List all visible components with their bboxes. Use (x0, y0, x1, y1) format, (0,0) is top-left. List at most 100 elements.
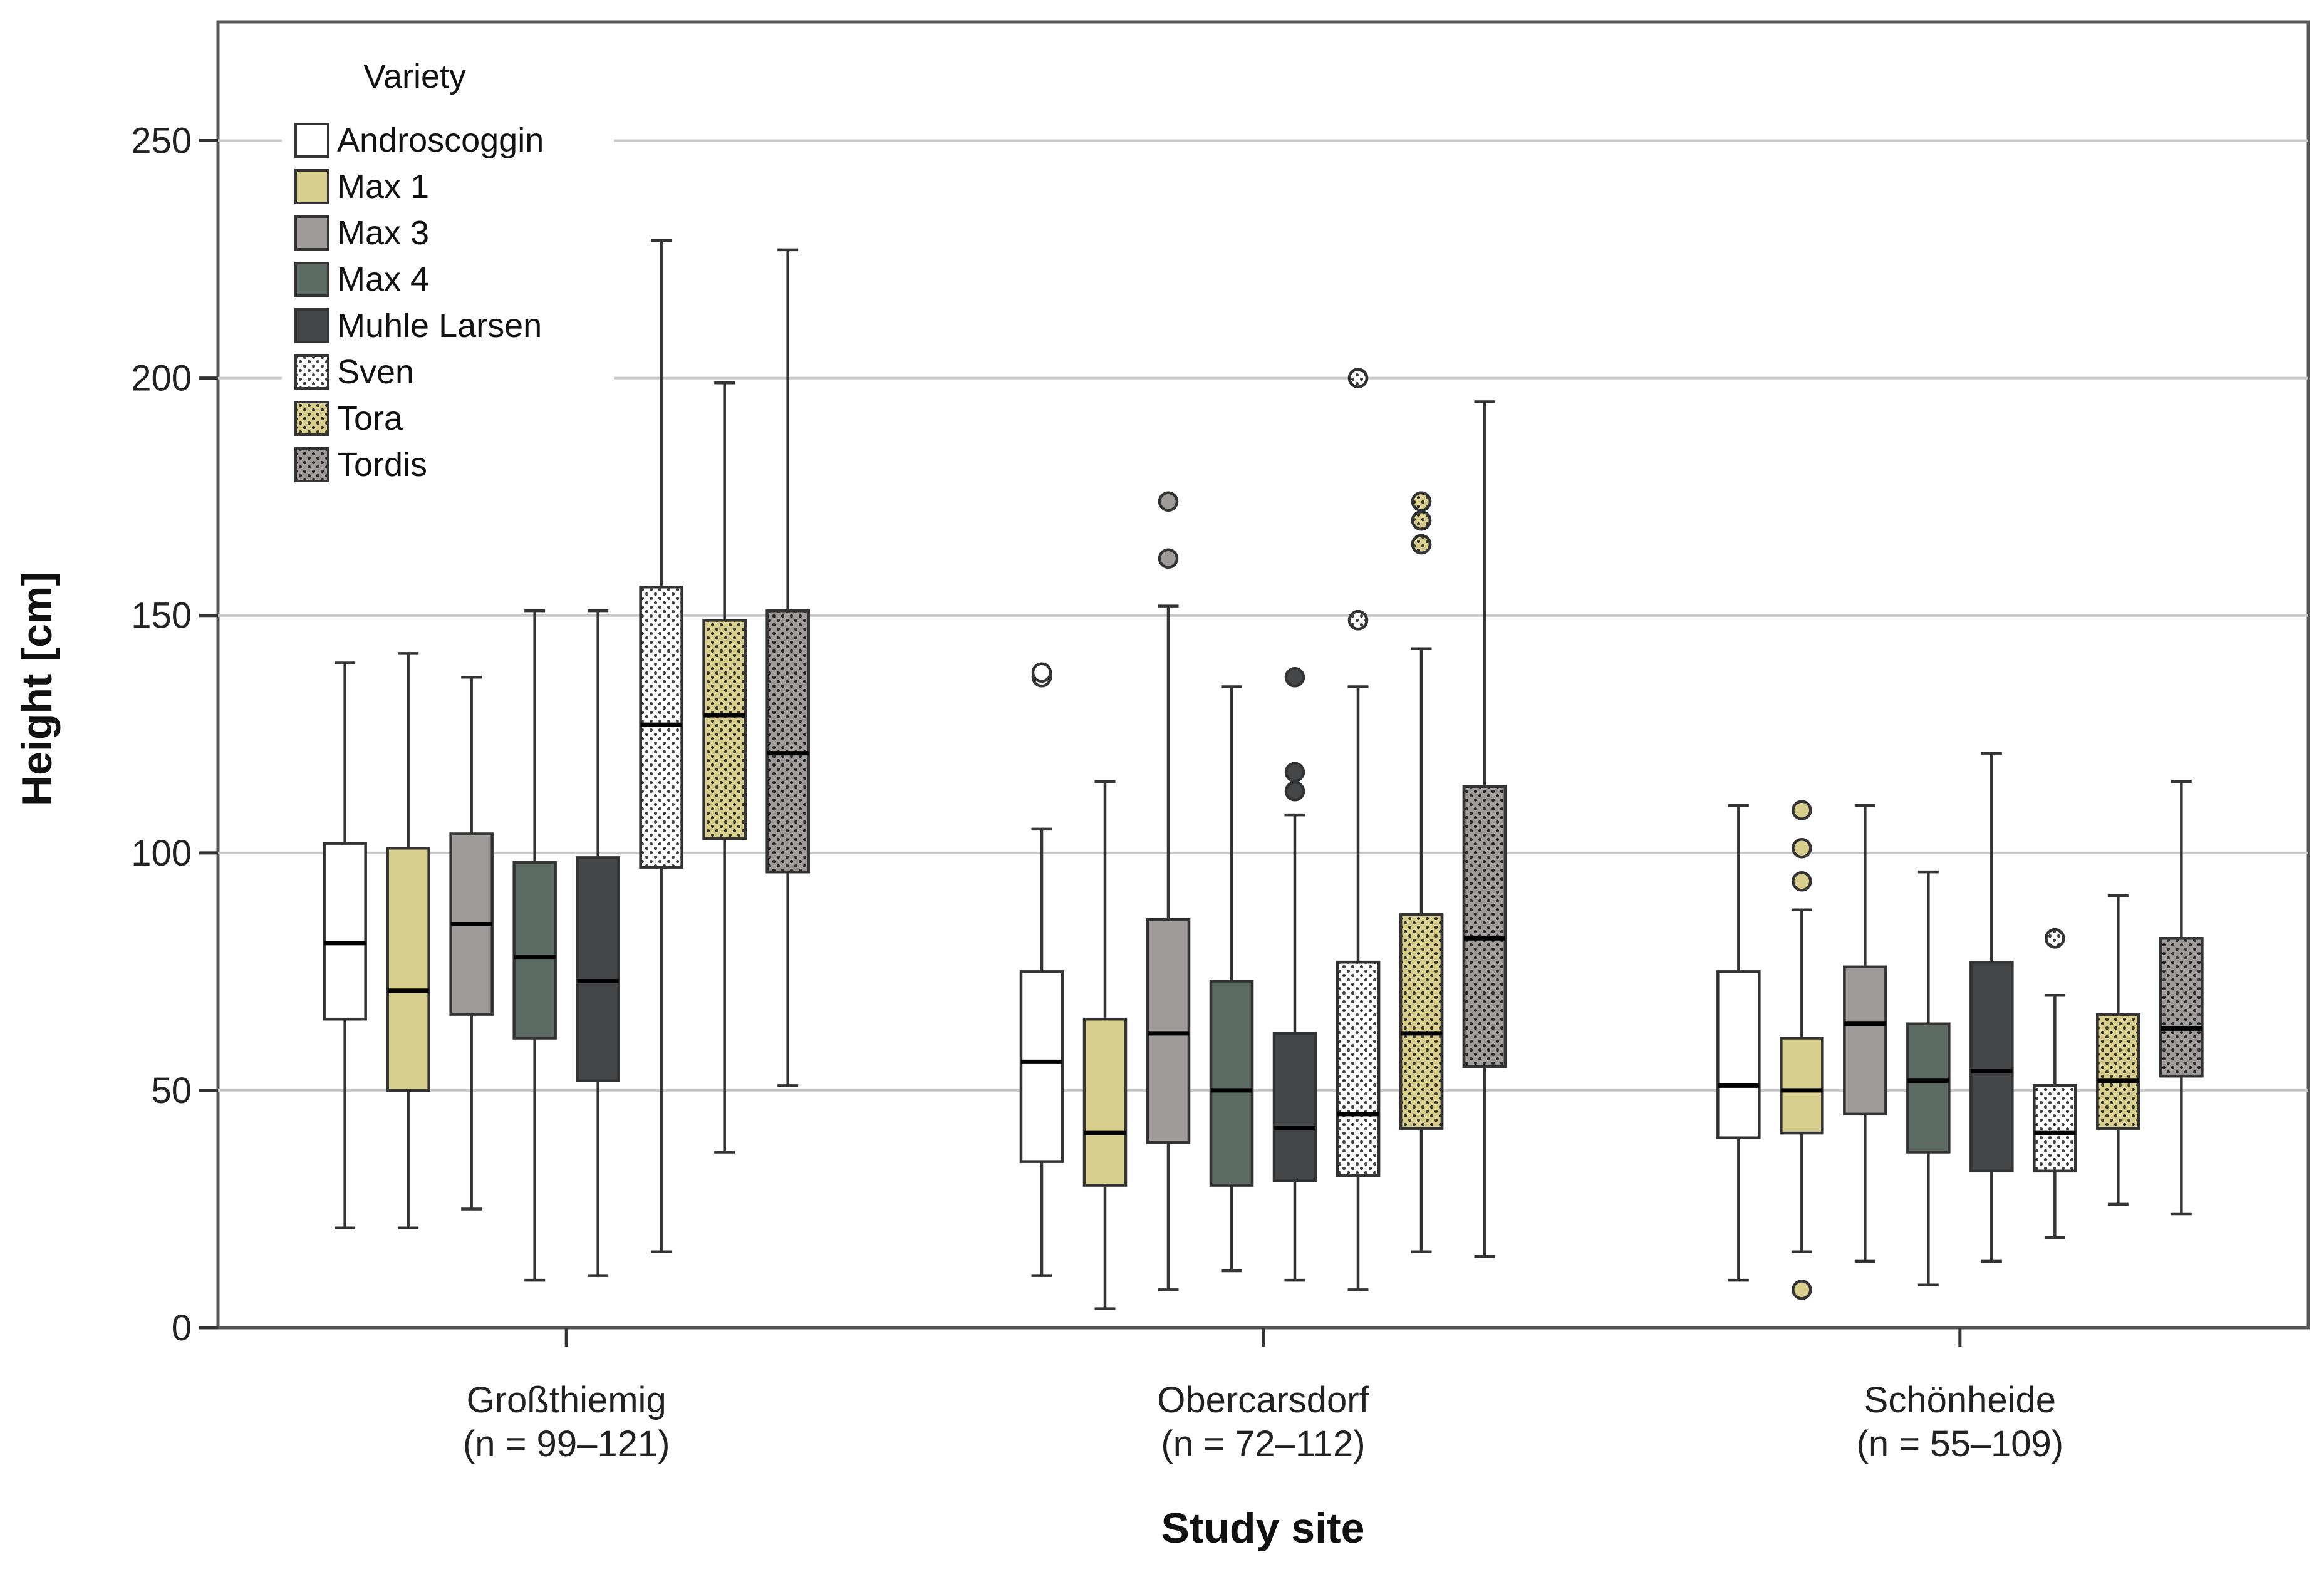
box-muhle-larsen (1969, 752, 2014, 1263)
box-iqr (1209, 980, 1254, 1187)
box-iqr (1716, 970, 1761, 1139)
box-tora (2096, 894, 2140, 1206)
y-tick-label: 250 (131, 121, 192, 162)
box-tordis (765, 248, 810, 1087)
y-tick-label: 200 (131, 358, 192, 399)
legend: Variety Androscoggin Max 1 Max 3 Max 4 Muhle … (282, 44, 614, 495)
box-max-3 (1843, 804, 1887, 1263)
x-category-label: Großthiemig (467, 1380, 667, 1420)
box-iqr-pattern (1399, 913, 1444, 1130)
box-max-4 (1209, 685, 1254, 1273)
y-tick-label: 150 (131, 596, 192, 636)
legend-entry-label: Max 4 (337, 261, 429, 298)
box-iqr (1019, 970, 1064, 1163)
y-axis-title: Height [cm] (13, 572, 61, 806)
legend-swatch (294, 215, 329, 251)
box-iqr (1780, 1037, 1824, 1135)
outlier-point (1284, 667, 1305, 688)
box-androscoggin (323, 661, 367, 1230)
box-androscoggin (1716, 804, 1761, 1282)
box-max-3 (449, 676, 494, 1211)
box-iqr-pattern (2033, 1084, 2077, 1173)
y-tick-label: 100 (131, 833, 192, 874)
legend-swatch (294, 169, 329, 204)
box-max-1 (1780, 800, 1824, 1300)
legend-swatch (294, 308, 329, 343)
box-iqr-pattern (765, 609, 810, 874)
x-category-n-label: (n = 99–121) (463, 1424, 670, 1464)
box-iqr (1843, 965, 1887, 1116)
box-muhle-larsen (576, 609, 620, 1277)
x-category-label: Obercarsdorf (1157, 1380, 1369, 1420)
outlier-point-pattern (1411, 491, 1432, 512)
legend-swatch-pattern (294, 447, 329, 482)
x-category-n-label: (n = 55–109) (1857, 1424, 2064, 1464)
outlier-point (1031, 662, 1052, 683)
x-axis-title: Study site (1161, 1504, 1365, 1552)
x-category-label: Schönheide (1864, 1380, 2056, 1420)
y-axis: 0 50 100 150 200 250 (131, 121, 218, 1348)
outlier-point (1284, 762, 1305, 783)
legend-entry-label: Tora (337, 400, 403, 437)
box-sven (639, 239, 683, 1253)
legend-entry-label: Sven (337, 353, 414, 391)
box-androscoggin (1019, 662, 1064, 1277)
box-iqr (1146, 918, 1191, 1144)
box-iqr (386, 846, 430, 1092)
legend-swatch (294, 123, 329, 158)
box-max-1 (1082, 780, 1128, 1310)
box-iqr-pattern (639, 585, 683, 869)
outlier-point (1284, 781, 1305, 802)
y-tick-label: 0 (172, 1308, 192, 1348)
legend-swatch-pattern (294, 354, 329, 390)
legend-entry-label: Muhle Larsen (337, 307, 542, 344)
box-tordis (1462, 400, 1507, 1258)
box-tordis (2159, 780, 2204, 1216)
legend-title: Variety (363, 58, 466, 95)
legend-entry-label: Max 3 (337, 214, 429, 252)
outlier-point-pattern (2045, 928, 2065, 949)
box-iqr (1906, 1022, 1951, 1154)
outlier-point-pattern (1411, 534, 1432, 555)
outlier-point-pattern (1347, 368, 1369, 388)
outlier-point-pattern (1347, 610, 1369, 631)
outlier-point (1792, 800, 1812, 820)
box-iqr-pattern (702, 619, 747, 840)
box-iqr (1082, 1017, 1128, 1187)
box-iqr-pattern (1336, 960, 1381, 1177)
legend-entry-label: Max 1 (337, 168, 429, 205)
legend-background (282, 44, 614, 495)
box-sven (2033, 928, 2077, 1239)
box-tora (1399, 491, 1444, 1253)
box-max-1 (386, 652, 430, 1230)
box-tora (702, 381, 747, 1154)
box-iqr (323, 842, 367, 1021)
box-iqr-pattern (2159, 937, 2204, 1078)
box-iqr-pattern (2096, 1013, 2140, 1130)
legend-swatch (294, 262, 329, 297)
box-iqr-pattern (1462, 785, 1507, 1068)
x-category-n-label: (n = 72–112) (1161, 1424, 1365, 1464)
legend-entry-label: Androscoggin (337, 122, 544, 159)
box-iqr (1272, 1032, 1317, 1182)
legend-swatch-pattern (294, 401, 329, 436)
box-max-3 (1146, 491, 1191, 1291)
outlier-point-pattern (1411, 510, 1432, 531)
outlier-point (1792, 837, 1812, 859)
outlier-point (1158, 548, 1179, 569)
outlier-point (1792, 871, 1812, 892)
box-series (323, 239, 2204, 1310)
outlier-point (1792, 1280, 1812, 1300)
box-iqr (576, 856, 620, 1082)
legend-entry-label: Tordis (337, 446, 427, 483)
box-max-4 (1906, 870, 1951, 1287)
x-axis: Großthiemig(n = 99–121)Obercarsdorf(n = … (463, 1328, 2063, 1464)
y-tick-label: 50 (151, 1070, 192, 1111)
box-iqr (1969, 960, 2014, 1173)
box-muhle-larsen (1272, 667, 1317, 1282)
box-sven (1336, 368, 1381, 1291)
outlier-point (1158, 491, 1179, 512)
box-max-4 (512, 609, 557, 1282)
box-iqr (512, 861, 557, 1040)
